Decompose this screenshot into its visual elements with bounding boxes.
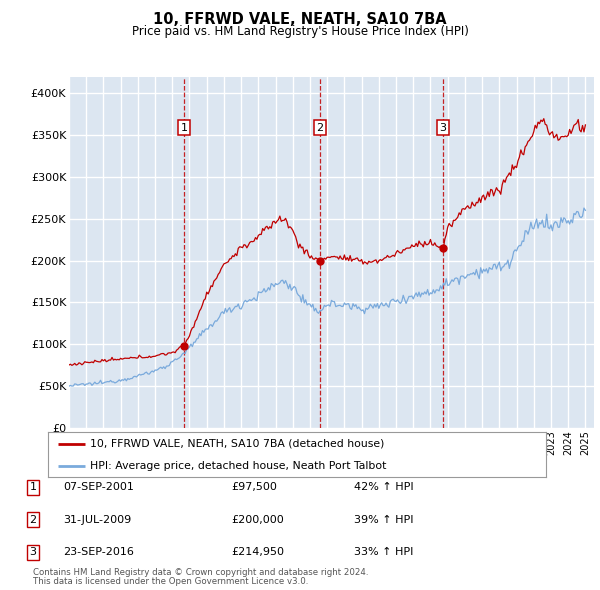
Text: Contains HM Land Registry data © Crown copyright and database right 2024.: Contains HM Land Registry data © Crown c… — [33, 568, 368, 577]
Text: 2: 2 — [29, 515, 37, 525]
Text: Price paid vs. HM Land Registry's House Price Index (HPI): Price paid vs. HM Land Registry's House … — [131, 25, 469, 38]
Text: This data is licensed under the Open Government Licence v3.0.: This data is licensed under the Open Gov… — [33, 577, 308, 586]
Text: 1: 1 — [181, 123, 188, 133]
Text: 2: 2 — [316, 123, 323, 133]
Text: £200,000: £200,000 — [231, 515, 284, 525]
Text: 10, FFRWD VALE, NEATH, SA10 7BA (detached house): 10, FFRWD VALE, NEATH, SA10 7BA (detache… — [91, 438, 385, 448]
Text: 39% ↑ HPI: 39% ↑ HPI — [354, 515, 413, 525]
Text: 1: 1 — [29, 483, 37, 492]
Text: 31-JUL-2009: 31-JUL-2009 — [63, 515, 131, 525]
Text: 3: 3 — [440, 123, 446, 133]
Text: 23-SEP-2016: 23-SEP-2016 — [63, 548, 134, 557]
Text: HPI: Average price, detached house, Neath Port Talbot: HPI: Average price, detached house, Neat… — [91, 461, 387, 471]
Text: 33% ↑ HPI: 33% ↑ HPI — [354, 548, 413, 557]
Text: 10, FFRWD VALE, NEATH, SA10 7BA: 10, FFRWD VALE, NEATH, SA10 7BA — [153, 12, 447, 27]
Text: 3: 3 — [29, 548, 37, 557]
Text: 07-SEP-2001: 07-SEP-2001 — [63, 483, 134, 492]
Text: £214,950: £214,950 — [231, 548, 284, 557]
Text: £97,500: £97,500 — [231, 483, 277, 492]
Text: 42% ↑ HPI: 42% ↑ HPI — [354, 483, 413, 492]
